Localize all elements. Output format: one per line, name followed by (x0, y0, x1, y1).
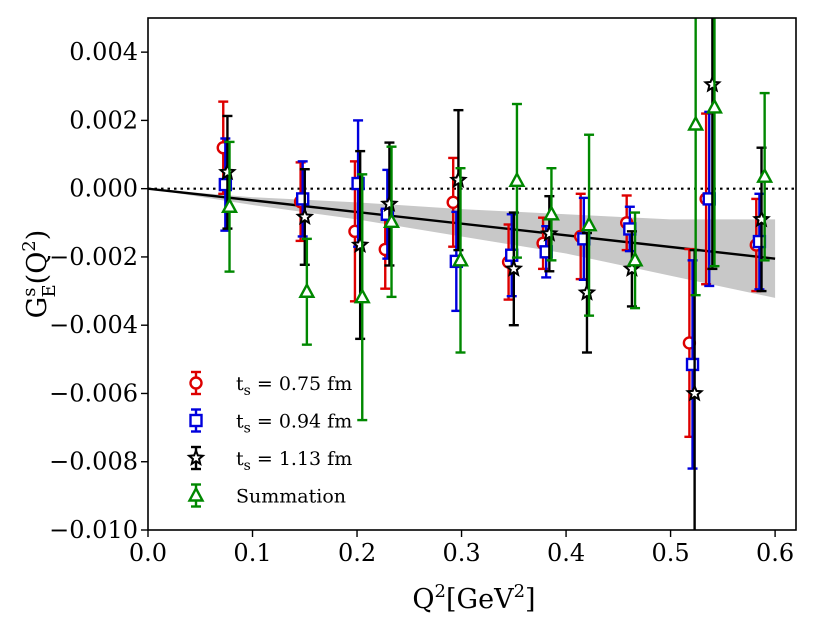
x-axis-title: Q2[GeV2] (412, 581, 535, 615)
data-point-triangle (451, 250, 470, 267)
legend-label: Summation (236, 486, 346, 508)
data-point-square (351, 176, 365, 191)
data-point-star (504, 259, 524, 277)
data-point-triangle (508, 171, 526, 188)
data-point-star (539, 223, 559, 242)
legend-item-1: ts = 0.94 fm (189, 408, 352, 437)
legend-marker-triangle (187, 485, 205, 502)
series-3 (221, 18, 774, 422)
x-tick-label: 0.3 (442, 539, 480, 567)
data-point-triangle (353, 287, 371, 304)
data-point-square (623, 222, 637, 236)
y-tick-label: −0.002 (49, 243, 138, 271)
legend-marker-star (186, 448, 206, 466)
data-point-circle (446, 195, 460, 210)
legend-label: ts = 0.75 fm (236, 373, 352, 399)
data-point-triangle (298, 282, 316, 298)
series-2 (218, 18, 771, 530)
data-point-star (685, 383, 704, 402)
data-point-triangle (383, 212, 401, 228)
data-point-square (685, 357, 700, 372)
data-point-triangle (221, 197, 239, 213)
data-point-star (218, 162, 237, 181)
data-point-square (752, 234, 767, 249)
data-point-triangle (705, 97, 723, 114)
series-1 (218, 110, 767, 470)
y-tick-label: −0.004 (49, 311, 138, 339)
data-point-star (350, 235, 370, 253)
data-point-star (295, 207, 315, 225)
legend-label: ts = 0.94 fm (236, 411, 352, 437)
x-tick-label: 0.5 (651, 539, 689, 567)
y-tick-label: 0.004 (69, 38, 138, 66)
y-tick-label: 0.000 (69, 175, 138, 203)
y-tick-label: −0.006 (49, 379, 138, 407)
legend: ts = 0.75 fm ts = 0.94 fm ts = 1.13 fm Summ… (186, 370, 352, 508)
data-point-star (449, 170, 468, 189)
y-tick-label: −0.010 (49, 516, 138, 544)
data-point-square (295, 192, 310, 206)
data-point-triangle (626, 250, 644, 267)
data-point-triangle (542, 204, 560, 221)
x-tick-label: 0.0 (129, 539, 167, 567)
data-point-square (218, 177, 233, 192)
legend-item-0: ts = 0.75 fm (189, 370, 352, 399)
legend-item-2: ts = 1.13 fm (186, 445, 352, 474)
legend-item-3: Summation (187, 483, 346, 508)
legend-label: ts = 1.13 fm (236, 448, 352, 474)
data-point-triangle (580, 215, 598, 232)
y-axis-title: GsE(Q2) (19, 230, 60, 319)
x-tick-label: 0.4 (547, 539, 585, 567)
y-tick-label: 0.002 (69, 106, 138, 134)
data-point-star (577, 282, 597, 301)
x-tick-label: 0.6 (756, 539, 794, 567)
legend-marker-circle (189, 376, 203, 390)
legend-marker-square (189, 413, 203, 428)
x-tick-label: 0.2 (338, 539, 376, 567)
data-point-triangle (756, 167, 774, 183)
y-tick-label: −0.008 (49, 448, 138, 476)
data-point-star (380, 194, 399, 212)
data-point-triangle (687, 114, 705, 131)
plot-frame (147, 17, 797, 531)
x-tick-label: 0.1 (233, 539, 271, 567)
data-point-star (703, 74, 722, 93)
data-point-square (505, 248, 519, 262)
